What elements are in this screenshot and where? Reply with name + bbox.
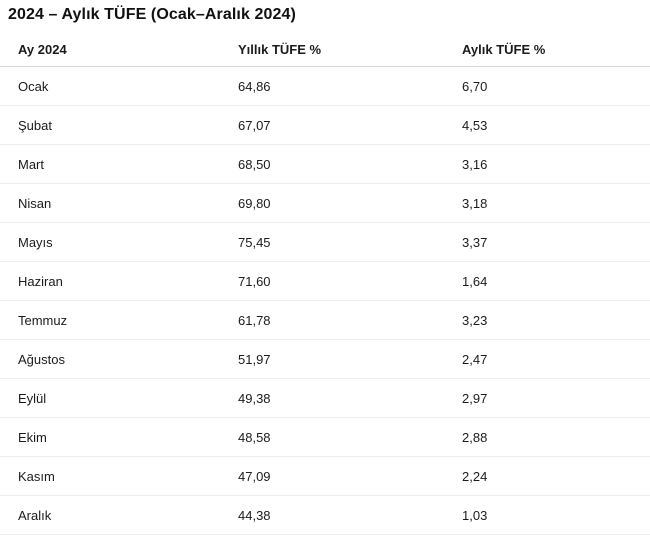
month-cell: Eylül bbox=[0, 378, 238, 418]
yearly-tufe-cell: 67,07 bbox=[238, 105, 462, 145]
monthly-tufe-cell: 3,18 bbox=[462, 183, 650, 223]
month-cell: Ekim bbox=[0, 417, 238, 457]
table-header: Ay 2024 Yıllık TÜFE % Aylık TÜFE % bbox=[0, 32, 650, 67]
table-row: Eylül 49,38 2,97 bbox=[0, 378, 650, 418]
monthly-tufe-cell: 1,03 bbox=[462, 495, 650, 535]
month-cell: Mart bbox=[0, 144, 238, 184]
column-header-month: Ay 2024 bbox=[0, 32, 238, 67]
column-header-yearly-tufe: Yıllık TÜFE % bbox=[238, 32, 462, 67]
monthly-tufe-cell: 4,53 bbox=[462, 105, 650, 145]
table-row: Nisan 69,80 3,18 bbox=[0, 183, 650, 223]
tufe-table: Ay 2024 Yıllık TÜFE % Aylık TÜFE % Ocak 6… bbox=[0, 32, 650, 535]
table-row: Aralık 44,38 1,03 bbox=[0, 495, 650, 535]
monthly-tufe-cell: 3,23 bbox=[462, 300, 650, 340]
month-cell: Temmuz bbox=[0, 300, 238, 340]
table-row: Ocak 64,86 6,70 bbox=[0, 66, 650, 106]
table-row: Ekim 48,58 2,88 bbox=[0, 417, 650, 457]
monthly-tufe-cell: 6,70 bbox=[462, 66, 650, 106]
yearly-tufe-cell: 75,45 bbox=[238, 222, 462, 262]
monthly-tufe-cell: 1,64 bbox=[462, 261, 650, 301]
month-cell: Kasım bbox=[0, 456, 238, 496]
header-row: Ay 2024 Yıllık TÜFE % Aylık TÜFE % bbox=[0, 32, 650, 67]
table-row: Kasım 47,09 2,24 bbox=[0, 456, 650, 496]
yearly-tufe-cell: 68,50 bbox=[238, 144, 462, 184]
table-row: Ağustos 51,97 2,47 bbox=[0, 339, 650, 379]
yearly-tufe-cell: 48,58 bbox=[238, 417, 462, 457]
yearly-tufe-cell: 71,60 bbox=[238, 261, 462, 301]
monthly-tufe-cell: 2,97 bbox=[462, 378, 650, 418]
table-row: Şubat 67,07 4,53 bbox=[0, 105, 650, 145]
monthly-tufe-cell: 2,24 bbox=[462, 456, 650, 496]
yearly-tufe-cell: 49,38 bbox=[238, 378, 462, 418]
monthly-tufe-cell: 2,88 bbox=[462, 417, 650, 457]
month-cell: Nisan bbox=[0, 183, 238, 223]
yearly-tufe-cell: 64,86 bbox=[238, 66, 462, 106]
monthly-tufe-cell: 3,37 bbox=[462, 222, 650, 262]
yearly-tufe-cell: 61,78 bbox=[238, 300, 462, 340]
table-row: Mart 68,50 3,16 bbox=[0, 144, 650, 184]
monthly-tufe-cell: 2,47 bbox=[462, 339, 650, 379]
column-header-monthly-tufe: Aylık TÜFE % bbox=[462, 32, 650, 67]
month-cell: Şubat bbox=[0, 105, 238, 145]
yearly-tufe-cell: 51,97 bbox=[238, 339, 462, 379]
table-body: Ocak 64,86 6,70 Şubat 67,07 4,53 Mart 68,50 3,16… bbox=[0, 66, 650, 535]
yearly-tufe-cell: 47,09 bbox=[238, 456, 462, 496]
page-title: 2024 – Aylık TÜFE (Ocak–Aralık 2024) bbox=[8, 6, 296, 23]
table-row: Mayıs 75,45 3,37 bbox=[0, 222, 650, 262]
table-row: Temmuz 61,78 3,23 bbox=[0, 300, 650, 340]
yearly-tufe-cell: 44,38 bbox=[238, 495, 462, 535]
month-cell: Mayıs bbox=[0, 222, 238, 262]
month-cell: Aralık bbox=[0, 495, 238, 535]
yearly-tufe-cell: 69,80 bbox=[238, 183, 462, 223]
table-row: Haziran 71,60 1,64 bbox=[0, 261, 650, 301]
monthly-tufe-cell: 3,16 bbox=[462, 144, 650, 184]
month-cell: Ağustos bbox=[0, 339, 238, 379]
month-cell: Ocak bbox=[0, 66, 238, 106]
month-cell: Haziran bbox=[0, 261, 238, 301]
